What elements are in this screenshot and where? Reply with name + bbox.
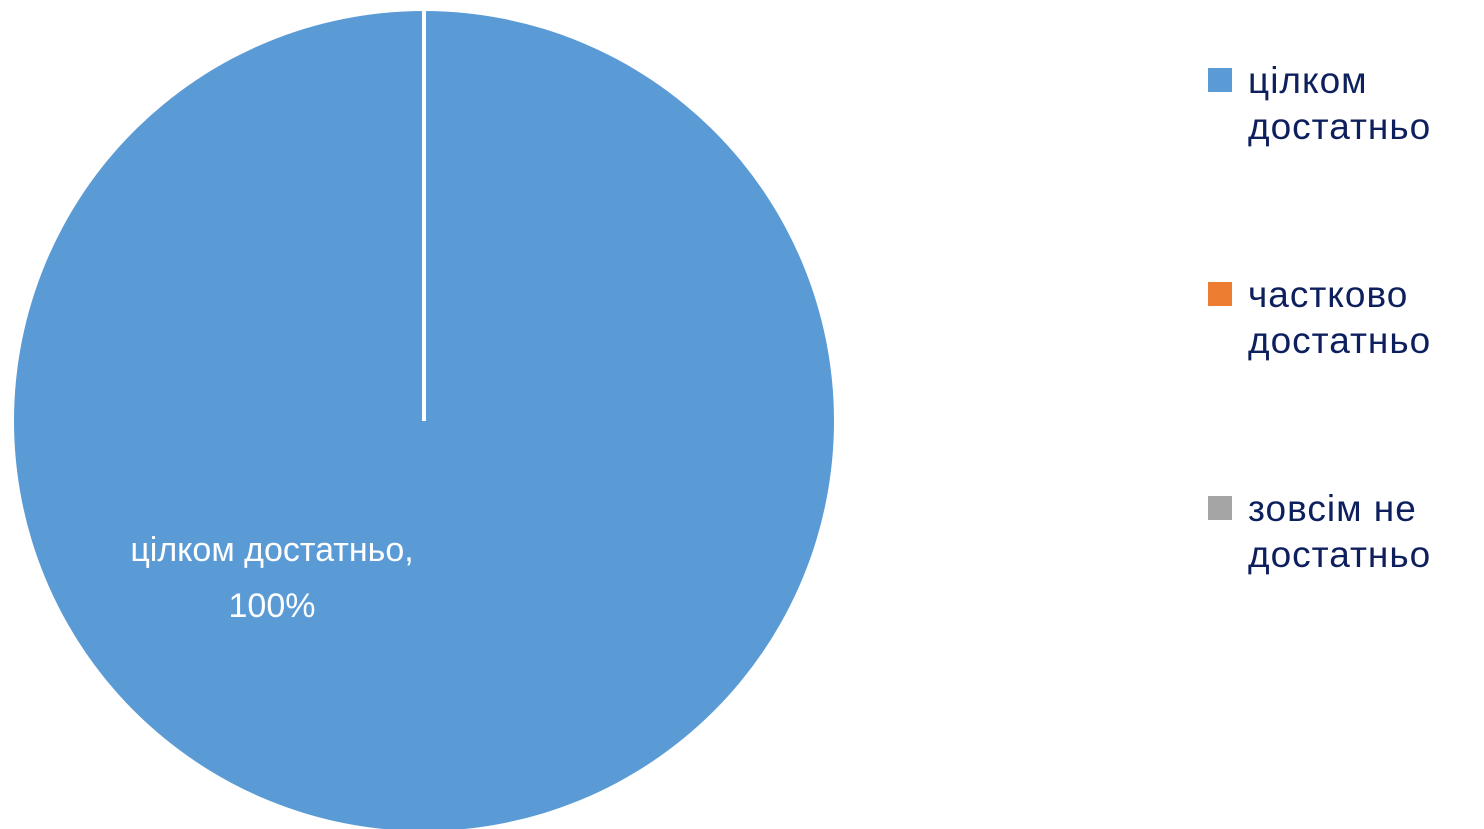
legend-label-line2: достатньо [1248,320,1432,361]
legend-label-partial: частково достатньо [1248,272,1478,364]
chart-legend: цілком достатньо частково достатньо зовс… [1208,58,1478,700]
legend-label-none: зовсім не достатньо [1248,486,1478,578]
legend-label-line2: достатньо [1248,106,1432,147]
legend-label-line2: достатньо [1248,534,1432,575]
data-label-line2: 100% [229,587,316,625]
data-label-line1: цілком достатньо, [130,531,413,569]
legend-item-none: зовсім не достатньо [1208,486,1478,700]
legend-item-full: цілком достатньо [1208,58,1478,272]
legend-label-line1: зовсім не [1248,488,1417,529]
pie-data-labels: цілком достатньо, 100% [130,531,413,625]
legend-label-full: цілком достатньо [1248,58,1478,150]
legend-swatch-none [1208,496,1232,520]
legend-swatch-partial [1208,282,1232,306]
legend-swatch-full [1208,68,1232,92]
pie-slices [14,11,834,829]
legend-label-line1: частково [1248,274,1409,315]
legend-item-partial: частково достатньо [1208,272,1478,486]
legend-label-line1: цілком [1248,60,1368,101]
